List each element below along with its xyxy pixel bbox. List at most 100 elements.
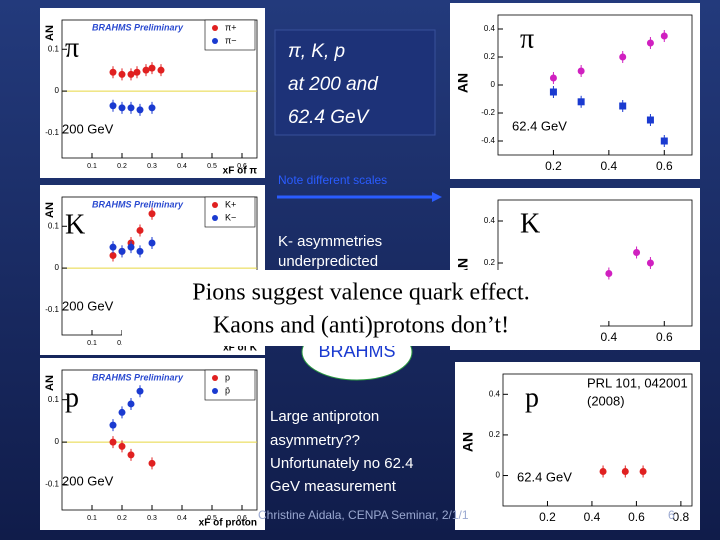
arrow-head: [432, 192, 442, 202]
data-point: [646, 259, 654, 267]
panel: [455, 362, 700, 530]
y-axis-label: AN: [460, 432, 476, 452]
data-point: [136, 247, 144, 255]
data-point: [639, 467, 647, 475]
legend-box: [204, 196, 256, 228]
data-point: [109, 68, 117, 76]
antiproton-note: asymmetry??: [270, 432, 360, 449]
legend-box: [204, 369, 256, 401]
data-point: [577, 67, 585, 75]
x-axis-label: xF of proton: [199, 518, 257, 529]
data-point: [549, 88, 557, 96]
x-tick-label: 0.4: [177, 515, 187, 522]
antiproton-note: Large antiproton: [270, 408, 379, 425]
data-point: [118, 442, 126, 450]
data-point: [133, 68, 141, 76]
x-tick-label: 0.4: [177, 163, 187, 170]
data-point: [136, 387, 144, 395]
legend-label: p̄: [225, 385, 230, 395]
data-point: [619, 102, 627, 110]
conclusion-box: [122, 270, 600, 346]
legend-marker: [212, 38, 218, 44]
x-tick-label: 0.4: [584, 510, 601, 524]
y-tick-label: 0.1: [48, 395, 60, 404]
energy-label: 200 GeV: [62, 121, 114, 136]
legend-label: p: [225, 372, 230, 382]
page-number: 6: [668, 508, 675, 522]
data-point: [109, 438, 117, 446]
data-point: [148, 64, 156, 72]
conclusion: Pions suggest valence quark effect.: [192, 280, 529, 306]
x-tick-label: 0.5: [207, 163, 217, 170]
particle-label: K: [520, 208, 540, 239]
particle-label: K: [65, 209, 85, 240]
energy-label: 200 GeV: [62, 298, 114, 313]
data-point: [633, 249, 641, 256]
x-axis-label: xF of π: [223, 166, 258, 177]
data-point: [646, 116, 654, 124]
y-tick-label: 0.2: [484, 258, 496, 267]
panel: [450, 3, 700, 179]
title-line: at 200 and: [288, 74, 379, 95]
data-point: [148, 104, 156, 112]
data-point: [127, 243, 135, 251]
data-point: [127, 104, 135, 112]
y-tick-label: 0.1: [48, 221, 60, 230]
x-tick-label: 0.2: [117, 515, 127, 522]
data-point: [148, 459, 156, 467]
particle-label: p: [65, 382, 79, 413]
legend-marker: [212, 202, 218, 208]
data-point: [109, 102, 117, 110]
x-tick-label: 0.6: [628, 510, 645, 524]
data-point: [118, 70, 126, 78]
title-line: 62.4 GeV: [288, 107, 371, 128]
data-point: [127, 70, 135, 78]
x-tick-label: 0.8: [673, 510, 690, 524]
y-tick-label: 0: [55, 263, 60, 272]
legend-label: π+: [225, 22, 236, 32]
conclusion: Kaons and (anti)protons don’t!: [213, 313, 509, 339]
title-box: [274, 29, 436, 136]
k-note: underpredicted: [278, 253, 378, 270]
x-tick-label: 0.6: [656, 330, 673, 344]
data-point: [136, 226, 144, 234]
x-tick-label: 0.3: [147, 515, 157, 522]
y-tick-label: 0: [491, 80, 496, 89]
x-tick-label: 0.2: [545, 159, 562, 173]
data-point: [109, 252, 117, 260]
y-tick-label: 0: [55, 437, 60, 446]
banner: BRAHMS Preliminary: [92, 372, 184, 382]
data-point: [646, 39, 654, 47]
data-point: [142, 66, 150, 74]
note: Note different scales: [278, 173, 387, 187]
reference: PRL 101, 042001: [587, 375, 688, 390]
y-axis-label: AN: [44, 25, 56, 41]
data-point: [621, 467, 629, 475]
data-point: [109, 421, 117, 429]
y-tick-label: 0.1: [48, 44, 60, 53]
x-tick-label: 0.1: [87, 515, 97, 522]
data-point: [148, 210, 156, 218]
y-tick-label: -0.1: [45, 128, 59, 137]
particle-label: p: [525, 382, 539, 413]
x-tick-label: 0.6: [656, 159, 673, 173]
y-axis-label: AN: [44, 202, 56, 218]
data-point: [619, 53, 627, 61]
y-axis-label: AN: [44, 375, 56, 391]
y-tick-label: -0.1: [45, 305, 59, 314]
x-tick-label: 0.2: [117, 163, 127, 170]
x-tick-label: 0.4: [601, 159, 618, 173]
banner: BRAHMS Preliminary: [92, 22, 184, 32]
y-axis-label: AN: [455, 73, 471, 93]
y-tick-label: 0: [496, 471, 501, 480]
data-point: [109, 243, 117, 251]
y-tick-label: 0.4: [484, 24, 496, 33]
y-tick-label: -0.1: [45, 480, 59, 489]
legend-marker: [212, 215, 218, 221]
legend-marker: [212, 25, 218, 31]
x-tick-label: 0.1: [87, 340, 97, 347]
y-tick-label: -0.2: [481, 108, 495, 117]
legend-marker: [212, 388, 218, 394]
x-tick-label: 0.3: [147, 163, 157, 170]
